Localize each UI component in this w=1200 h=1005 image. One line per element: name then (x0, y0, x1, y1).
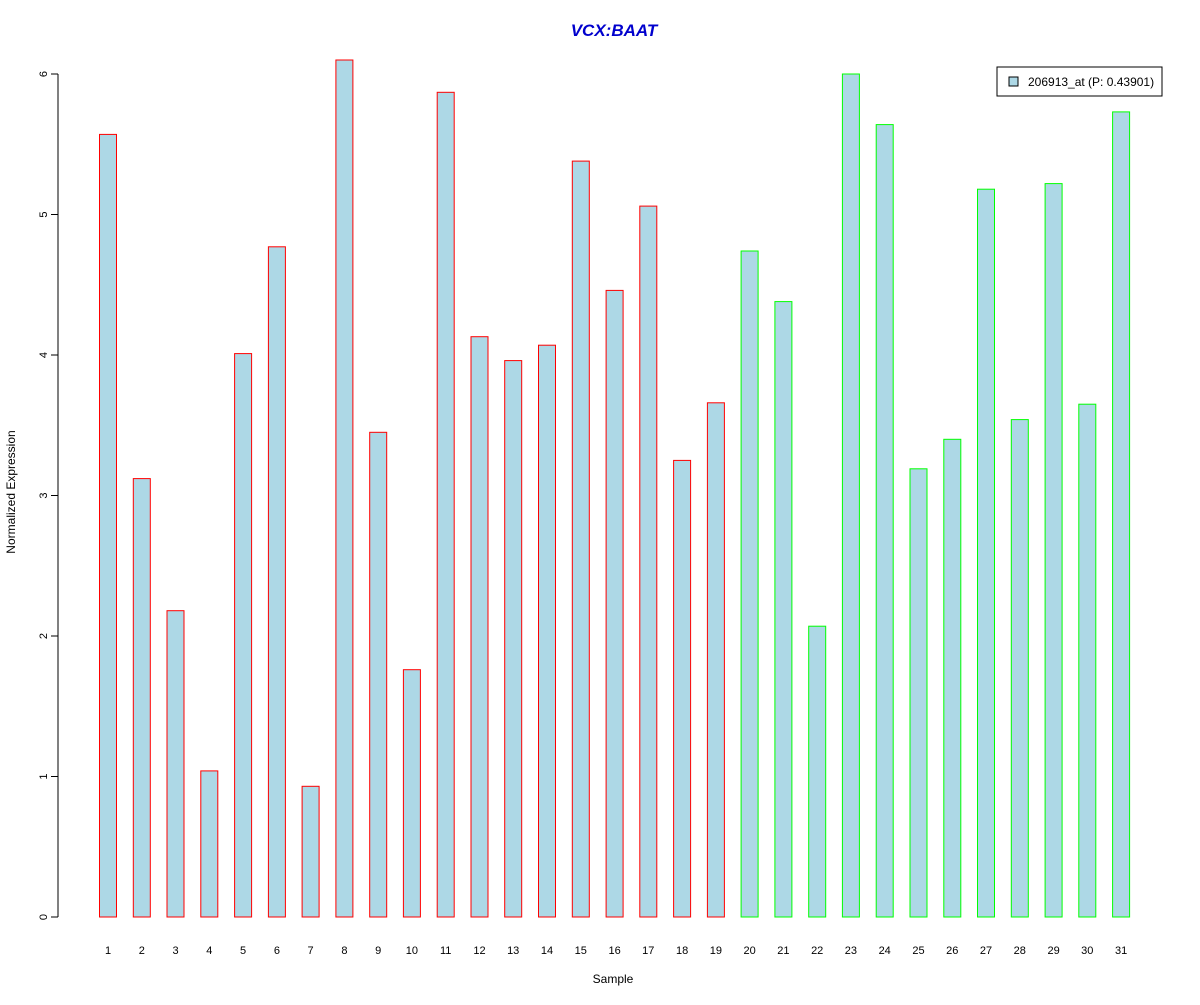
x-tick-label: 21 (777, 945, 789, 957)
y-axis-title: Normalized Expression (4, 430, 18, 553)
bar (808, 625, 827, 918)
x-tick-label: 7 (308, 945, 314, 957)
y-tick-label: 0 (38, 914, 50, 920)
y-tick-label: 2 (38, 633, 50, 639)
bar (99, 133, 117, 918)
x-tick-label: 3 (172, 945, 178, 957)
bar (436, 91, 455, 918)
bar (740, 250, 759, 918)
x-tick-label: 19 (710, 945, 722, 957)
x-tick-label: 10 (406, 945, 418, 957)
x-axis-title: Sample (593, 972, 634, 986)
x-tick-label: 8 (341, 945, 347, 957)
bar (909, 468, 928, 918)
bar (571, 160, 590, 918)
bar (1010, 419, 1029, 918)
bar (402, 669, 421, 918)
chart-title: VCX:BAAT (571, 21, 659, 40)
bar (470, 336, 489, 918)
y-tick-label: 3 (38, 492, 50, 498)
bar (200, 770, 219, 918)
bar (706, 402, 725, 918)
bar (605, 289, 624, 918)
x-tick-label: 26 (946, 945, 958, 957)
x-tick-label: 29 (1047, 945, 1059, 957)
bar (943, 438, 962, 918)
legend-box (996, 66, 1163, 97)
bar (841, 73, 860, 918)
bar (774, 301, 793, 918)
x-tick-label: 1 (105, 945, 111, 957)
x-tick-label: 11 (440, 945, 451, 957)
y-tick-label: 1 (38, 773, 50, 779)
bar (977, 188, 995, 918)
bar (1078, 403, 1097, 918)
x-tick-label: 30 (1081, 945, 1093, 957)
bar (132, 478, 151, 918)
y-tick-label: 5 (38, 211, 50, 217)
x-tick-label: 13 (507, 945, 519, 957)
x-tick-label: 9 (375, 945, 381, 957)
x-tick-label: 6 (274, 945, 280, 957)
x-tick-label: 16 (608, 945, 620, 957)
y-tick-label: 4 (38, 352, 50, 358)
x-tick-label: 2 (139, 945, 145, 957)
x-tick-label: 23 (845, 945, 857, 957)
bar (267, 246, 286, 918)
bars (99, 59, 1131, 918)
legend-label: 206913_at (P: 0.43901) (1028, 75, 1154, 89)
bar (369, 431, 388, 918)
bar (504, 360, 523, 918)
x-axis-ticks: 1 2 3 4 5 6 7 8 9 10 11 12 13 14 15 16 17 18 19 20 21 22 23 24 2… (105, 945, 1127, 957)
x-tick-label: 20 (743, 945, 755, 957)
bar (301, 785, 320, 918)
y-axis: 0 1 2 3 4 5 6 (38, 71, 59, 920)
bar (1044, 183, 1063, 918)
bar (1112, 111, 1131, 918)
x-tick-label: 27 (980, 945, 992, 957)
x-tick-label: 4 (206, 945, 212, 957)
bar (673, 459, 692, 918)
x-tick-label: 18 (676, 945, 688, 957)
x-tick-label: 25 (912, 945, 924, 957)
bar (234, 353, 253, 918)
bar (538, 344, 556, 918)
x-tick-label: 14 (541, 945, 553, 957)
x-tick-label: 17 (642, 945, 654, 957)
bar (166, 610, 185, 918)
x-tick-label: 31 (1115, 945, 1127, 957)
x-tick-label: 15 (575, 945, 587, 957)
x-tick-label: 5 (240, 945, 246, 957)
x-tick-label: 22 (811, 945, 823, 957)
bar (875, 124, 894, 918)
legend-swatch (1008, 76, 1019, 87)
legend: 206913_at (P: 0.43901) (996, 66, 1163, 97)
x-tick-label: 28 (1014, 945, 1026, 957)
y-tick-label: 6 (38, 71, 50, 77)
x-tick-label: 12 (473, 945, 485, 957)
x-tick-label: 24 (879, 945, 891, 957)
bar (639, 205, 658, 918)
bar (335, 59, 354, 918)
